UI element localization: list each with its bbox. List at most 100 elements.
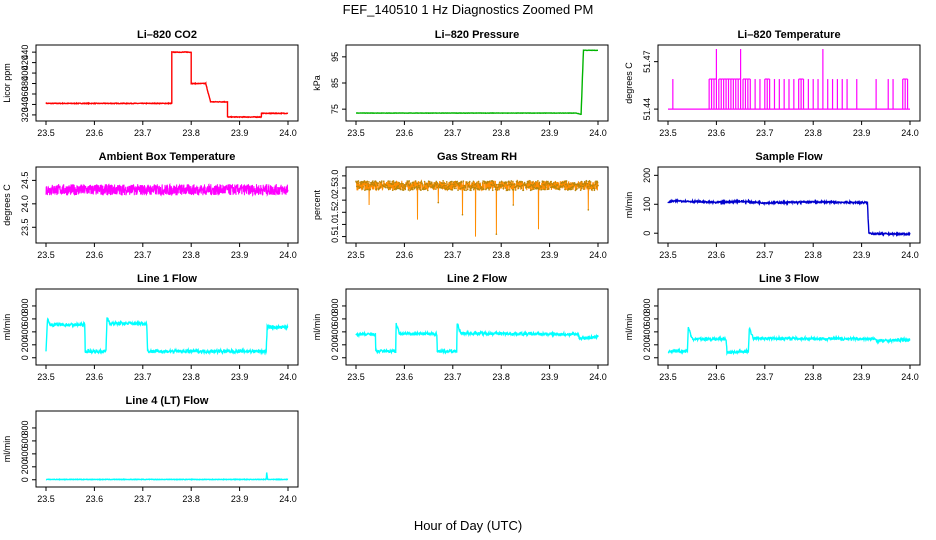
data-point xyxy=(537,187,540,190)
data-point xyxy=(417,186,419,189)
data-point xyxy=(358,185,360,188)
y-axis-label: ml/min xyxy=(2,436,12,463)
data-point xyxy=(495,233,498,235)
data-point xyxy=(510,180,513,182)
data-point xyxy=(507,188,509,191)
data-point xyxy=(572,182,575,185)
data-point xyxy=(580,185,582,187)
data-point xyxy=(555,186,557,188)
y-tick-label: 200 xyxy=(642,337,652,352)
x-tick-label: 23.9 xyxy=(541,372,559,382)
data-point xyxy=(556,184,559,186)
line4-flow-panel: Line 4 (LT) Flow ml/min 23.5 23.6 23.7 23.8 23… xyxy=(2,395,299,504)
data-point xyxy=(452,186,454,188)
data-point xyxy=(420,180,423,183)
data-point xyxy=(455,187,457,190)
data-point xyxy=(414,186,416,189)
data-point xyxy=(408,180,411,182)
x-tick-label: 23.5 xyxy=(37,128,55,138)
data-point xyxy=(590,184,592,186)
data-point xyxy=(466,181,468,183)
y-tick-label: 800 xyxy=(20,420,30,435)
data-point xyxy=(412,182,415,184)
data-point xyxy=(359,186,362,189)
x-tick-label: 23.5 xyxy=(37,250,55,260)
data-point xyxy=(361,181,364,183)
data-point xyxy=(531,181,534,183)
data-point xyxy=(471,182,473,185)
data-point xyxy=(472,188,475,191)
data-point xyxy=(414,180,417,182)
x-tick-label: 23.6 xyxy=(396,128,414,138)
x-tick-label: 23.9 xyxy=(231,372,249,382)
data-point xyxy=(529,189,532,192)
x-tick-label: 23.8 xyxy=(804,128,822,138)
data-point xyxy=(489,180,491,182)
line1-flow-panel: Line 1 Flow ml/min 23.5 23.6 23.7 23.8 23.9 24.… xyxy=(2,273,299,382)
y-tick-label: 0 xyxy=(642,355,652,360)
data-point xyxy=(585,180,588,183)
data-point xyxy=(593,189,596,192)
data-point xyxy=(442,182,445,184)
data-point xyxy=(594,183,597,186)
data-point xyxy=(545,180,548,183)
x-tick-label: 23.7 xyxy=(444,372,462,382)
data-point xyxy=(403,185,405,187)
data-point xyxy=(499,183,502,186)
data-point xyxy=(581,187,583,190)
data-point xyxy=(364,189,366,191)
data-point xyxy=(502,184,505,187)
data-point xyxy=(546,188,549,191)
data-point xyxy=(470,185,473,188)
x-tick-label: 23.7 xyxy=(134,494,152,504)
y-tick-label: 420 xyxy=(20,55,30,70)
y-tick-label: 320 xyxy=(20,107,30,122)
data-point xyxy=(542,183,544,186)
y-tick-label: 380 xyxy=(20,76,30,91)
data-point xyxy=(446,183,448,185)
data-point xyxy=(479,183,481,186)
data-layer xyxy=(355,322,599,355)
chart-title: Gas Stream RH xyxy=(437,151,517,163)
data-point xyxy=(464,184,466,187)
data-point xyxy=(445,187,448,190)
data-layer xyxy=(45,50,289,119)
data-point xyxy=(366,188,369,191)
data-point xyxy=(383,186,386,188)
data-point xyxy=(391,189,394,192)
plot-frame xyxy=(657,288,921,366)
data-point xyxy=(534,184,536,186)
data-point xyxy=(426,182,428,185)
data-point xyxy=(432,187,435,189)
data-point xyxy=(472,186,474,189)
data-point xyxy=(409,189,411,191)
data-layer xyxy=(45,317,289,356)
data-point xyxy=(444,188,447,191)
y-tick-label: 440 xyxy=(20,45,30,60)
data-point xyxy=(533,188,535,191)
data-point xyxy=(526,182,528,185)
li820-temperature-panel: Li–820 Temperature degrees C 23.5 23.6 23.7 2… xyxy=(624,29,921,138)
data-point xyxy=(588,187,590,190)
x-tick-label: 23.5 xyxy=(347,250,365,260)
data-point xyxy=(510,183,512,185)
data-point xyxy=(566,185,569,187)
x-tick-label: 23.7 xyxy=(134,128,152,138)
data-point xyxy=(408,184,411,187)
data-point xyxy=(459,183,461,185)
x-tick-label: 23.8 xyxy=(492,250,510,260)
data-point xyxy=(533,182,536,185)
x-tick-label: 23.8 xyxy=(182,372,200,382)
data-point xyxy=(367,185,370,187)
li820-pressure-panel: Li–820 Pressure kPa 23.5 23.6 23.7 23.8 23.9 24… xyxy=(312,29,609,138)
data-point xyxy=(456,180,459,183)
x-tick-label: 23.8 xyxy=(492,372,510,382)
data-point xyxy=(582,185,585,188)
data-point xyxy=(364,184,367,187)
data-point xyxy=(511,183,513,185)
data-point xyxy=(478,182,480,185)
data-point xyxy=(532,183,535,186)
data-point xyxy=(458,185,461,187)
y-axis-label: ml/min xyxy=(312,314,322,341)
y-axis-label: ml/min xyxy=(2,314,12,341)
